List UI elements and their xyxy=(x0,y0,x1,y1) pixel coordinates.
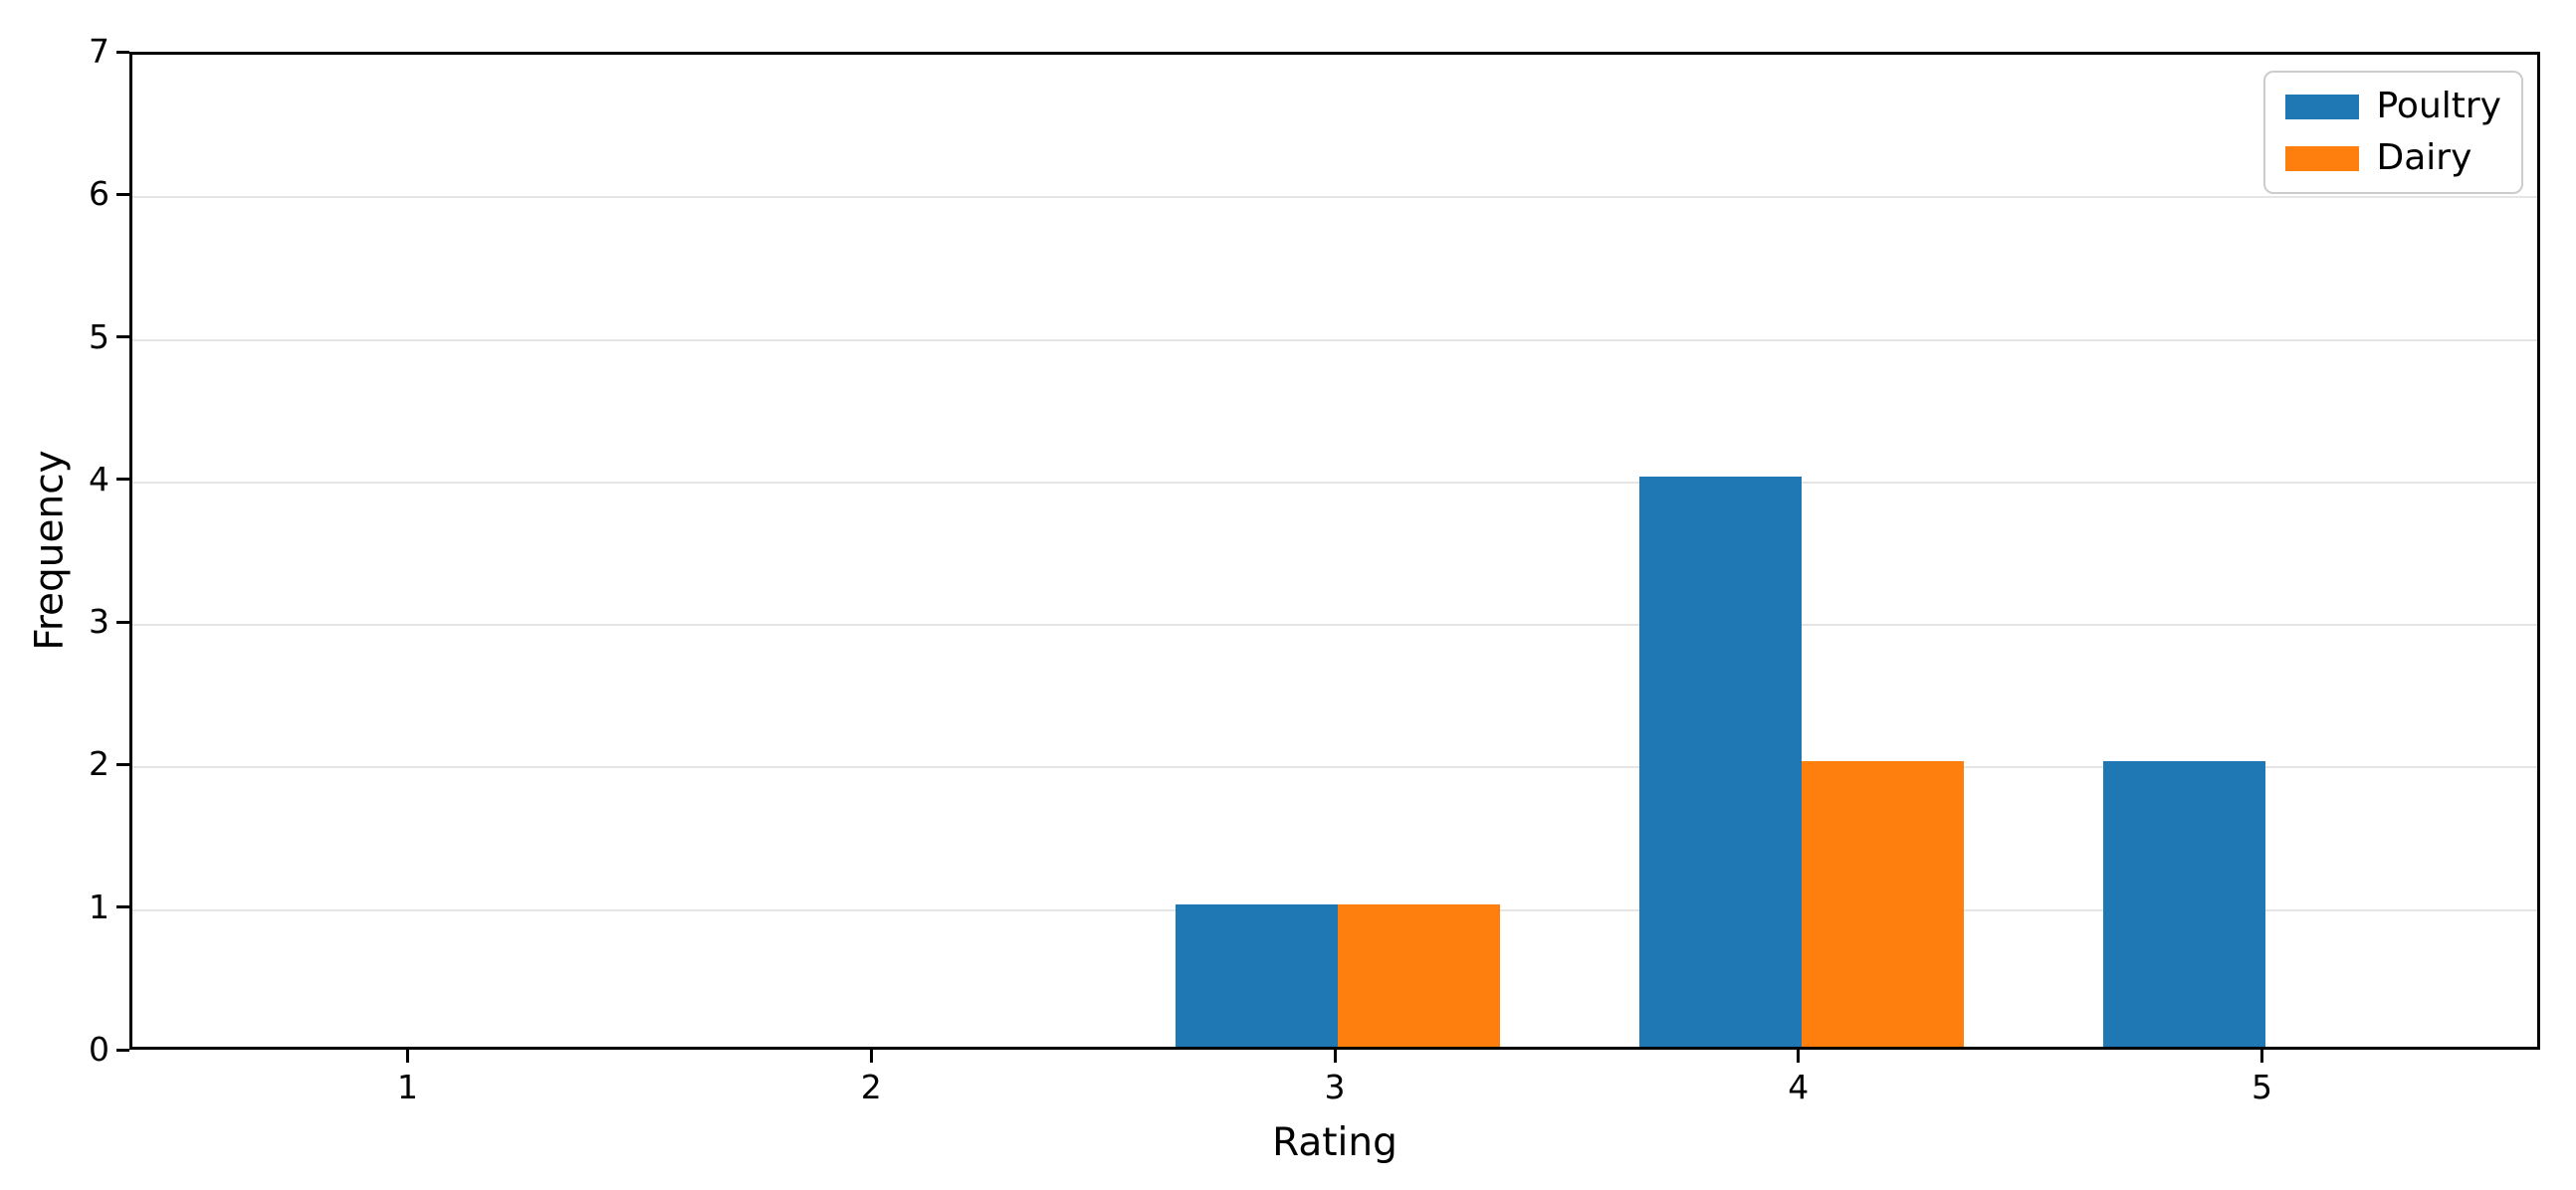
y-tick-mark-3 xyxy=(116,620,129,624)
y-tick-mark-7 xyxy=(116,50,129,54)
x-tick-mark-4 xyxy=(1797,1050,1801,1063)
plot-area: Poultry Dairy xyxy=(129,52,2540,1050)
bar-dairy-rating-4 xyxy=(1801,761,1964,1047)
bar-poultry-rating-4 xyxy=(1638,476,1802,1047)
bar-poultry-rating-5 xyxy=(2102,761,2265,1047)
y-tick-label-3: 3 xyxy=(89,602,109,642)
y-tick-label-1: 1 xyxy=(89,887,109,926)
y-tick-mark-0 xyxy=(116,1048,129,1052)
y-tick-mark-2 xyxy=(116,762,129,766)
x-tick-mark-3 xyxy=(1333,1050,1337,1063)
y-tick-label-2: 2 xyxy=(89,744,109,784)
y-tick-label-7: 7 xyxy=(89,32,109,71)
x-tick-mark-1 xyxy=(405,1050,409,1063)
gridline-y-5 xyxy=(132,338,2537,341)
bar-dairy-rating-3 xyxy=(1338,903,1501,1047)
gridline-y-6 xyxy=(132,196,2537,199)
x-tick-mark-5 xyxy=(2260,1050,2264,1063)
x-tick-label-2: 2 xyxy=(860,1068,882,1106)
x-tick-label-1: 1 xyxy=(396,1068,418,1106)
y-tick-mark-6 xyxy=(116,192,129,196)
legend: Poultry Dairy xyxy=(2262,71,2523,194)
x-tick-label-5: 5 xyxy=(2252,1068,2273,1106)
y-tick-label-4: 4 xyxy=(89,459,109,498)
legend-swatch-dairy xyxy=(2284,145,2359,171)
y-tick-mark-4 xyxy=(116,478,129,482)
legend-label-dairy: Dairy xyxy=(2376,137,2472,178)
gridline-y-4 xyxy=(132,481,2537,484)
legend-item-dairy: Dairy xyxy=(2284,136,2502,180)
x-tick-label-4: 4 xyxy=(1788,1068,1810,1106)
y-tick-label-5: 5 xyxy=(89,316,109,356)
x-tick-mark-2 xyxy=(869,1050,873,1063)
gridline-y-2 xyxy=(132,766,2537,769)
gridline-y-3 xyxy=(132,624,2537,627)
legend-label-poultry: Poultry xyxy=(2376,86,2502,126)
x-axis-label: Rating xyxy=(1272,1120,1397,1165)
y-tick-label-6: 6 xyxy=(89,174,109,214)
legend-swatch-poultry xyxy=(2284,94,2359,119)
y-tick-label-0: 0 xyxy=(89,1030,109,1069)
bar-poultry-rating-3 xyxy=(1175,903,1338,1047)
y-tick-mark-5 xyxy=(116,335,129,339)
legend-item-poultry: Poultry xyxy=(2284,85,2502,128)
y-tick-mark-1 xyxy=(116,905,129,909)
x-tick-label-3: 3 xyxy=(1324,1068,1346,1106)
y-axis-label: Frequency xyxy=(27,450,73,651)
